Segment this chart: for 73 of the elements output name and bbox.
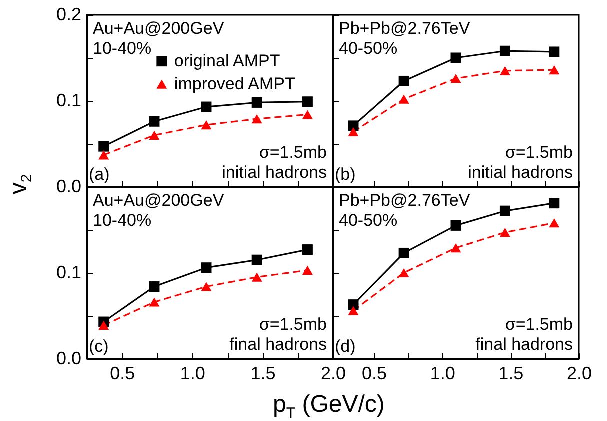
annotation: Pb+Pb@2.76TeV [339, 19, 471, 38]
point [398, 248, 410, 258]
point [149, 130, 160, 140]
point [450, 244, 462, 253]
point [302, 110, 313, 120]
point [302, 266, 313, 275]
point [500, 46, 510, 56]
x-tick-label: 0.5 [362, 364, 388, 384]
x-tick-label: 1.0 [180, 364, 206, 384]
point [98, 150, 110, 160]
annotation: Pb+Pb@2.76TeV [339, 191, 471, 210]
point [398, 94, 410, 104]
point [398, 268, 410, 278]
annotation: final hadrons [230, 335, 327, 354]
legend-label: original AMPT [174, 51, 280, 70]
point [252, 114, 262, 124]
point [348, 306, 359, 316]
y-tick-label: 0.2 [56, 4, 82, 24]
legend-label: improved AMPT [174, 74, 296, 94]
point [549, 218, 560, 228]
annotation: 40-50% [339, 211, 398, 230]
point [302, 96, 313, 108]
point [398, 76, 410, 86]
point [450, 52, 462, 64]
x-tick-label: 2.0 [566, 364, 592, 384]
point [149, 282, 160, 292]
point [201, 282, 212, 292]
x-tick-label: 0.5 [110, 364, 136, 384]
y-tick-label: 0.1 [56, 262, 82, 282]
point [201, 102, 212, 112]
annotation: 40-50% [339, 39, 398, 58]
annotation: Au+Au@200GeV [93, 19, 225, 38]
annotation: initial hadrons [222, 163, 327, 182]
annotation: 10-40% [93, 211, 152, 230]
annotation: final hadrons [476, 335, 573, 354]
point [252, 97, 262, 108]
point [500, 228, 510, 238]
annotation: 10-40% [93, 39, 152, 58]
point [549, 198, 560, 209]
annotation: initial hadrons [468, 163, 573, 182]
x-tick-label: 2.0 [320, 364, 346, 384]
point [252, 272, 262, 282]
point [302, 244, 313, 256]
x-tick-label: 1.5 [498, 364, 524, 384]
y-tick-label: 0.0 [56, 348, 82, 368]
point [201, 120, 212, 130]
annotation: σ=1.5mb [259, 143, 327, 162]
annotation: σ=1.5mb [259, 315, 327, 334]
annotation: σ=1.5mb [505, 143, 573, 162]
point [201, 262, 212, 274]
annotation: (d) [335, 337, 356, 356]
point [549, 46, 560, 58]
point [98, 320, 110, 330]
annotation: σ=1.5mb [505, 315, 573, 334]
x-axis-title: p$_{T}$ (GeV/c) [273, 391, 385, 421]
point [549, 66, 560, 75]
y-tick-label: 0.1 [56, 90, 82, 110]
annotation: Au+Au@200GeV [93, 191, 225, 210]
x-tick-label: 1.5 [250, 364, 276, 384]
point [500, 206, 510, 216]
point [348, 127, 359, 136]
point [500, 66, 510, 76]
annotation: (a) [89, 165, 110, 184]
point [450, 220, 462, 231]
point [450, 74, 462, 84]
annotation: (b) [335, 165, 356, 184]
point [98, 141, 110, 152]
point [252, 254, 262, 266]
point [149, 116, 160, 127]
annotation: (c) [89, 337, 109, 356]
point [149, 298, 160, 307]
x-tick-label: 1.0 [430, 364, 456, 384]
y-tick-label: 0.0 [56, 176, 82, 196]
